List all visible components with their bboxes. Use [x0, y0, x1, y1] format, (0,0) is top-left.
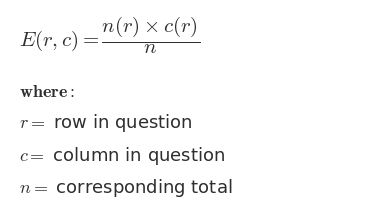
Text: $n = $ corresponding total: $n = $ corresponding total — [19, 177, 233, 199]
Text: $E(r,c) = \dfrac{n(r) \times c(r)}{n}$: $E(r,c) = \dfrac{n(r) \times c(r)}{n}$ — [19, 15, 200, 56]
Text: $c = $ column in question: $c = $ column in question — [19, 145, 225, 167]
Text: $\mathbf{where:}$: $\mathbf{where:}$ — [19, 83, 75, 101]
Text: $r = $ row in question: $r = $ row in question — [19, 112, 192, 134]
